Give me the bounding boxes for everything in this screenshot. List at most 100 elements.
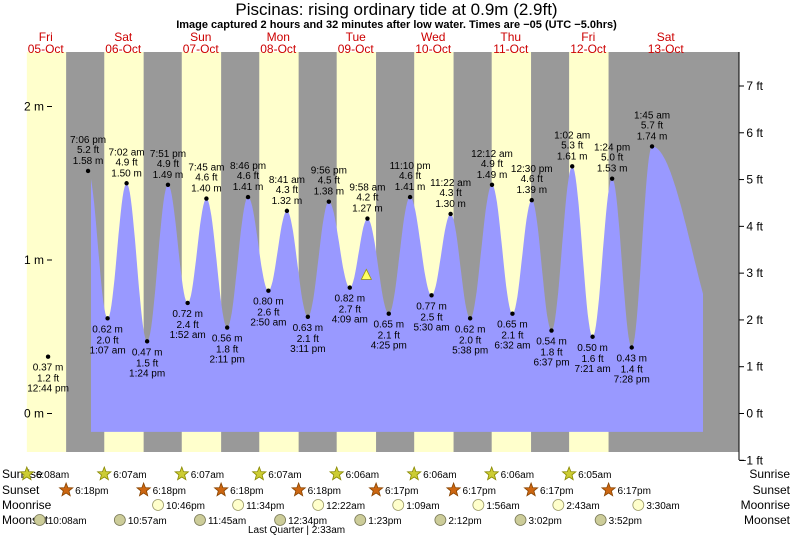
moonrise-time: 1:56am bbox=[486, 501, 519, 512]
sunset-icon bbox=[135, 481, 152, 497]
moonset-icon bbox=[594, 514, 607, 526]
tide-point bbox=[305, 314, 311, 319]
tide-ft-label: 4.6 ft bbox=[237, 171, 259, 182]
tide-point bbox=[245, 194, 251, 200]
moonset-icon bbox=[354, 514, 367, 526]
tide-time-label: 2:50 am bbox=[250, 318, 286, 329]
tide-time-label: 7:02 am bbox=[109, 147, 145, 158]
tide-ft-label: 4.6 ft bbox=[521, 174, 543, 185]
tide-point bbox=[510, 311, 515, 316]
sunset-icon bbox=[290, 481, 307, 497]
tide-ft-label: 4.5 ft bbox=[318, 176, 340, 187]
sunset-icon bbox=[445, 481, 462, 497]
tide-time-label: 12:30 pm bbox=[511, 164, 553, 175]
day-header-date: 06-Oct bbox=[105, 42, 142, 56]
tide-ft-label: 1.4 ft bbox=[621, 364, 643, 375]
tide-point bbox=[165, 182, 171, 187]
moonset-icon bbox=[194, 514, 206, 526]
tide-time-label: 1:02 am bbox=[554, 130, 590, 141]
tide-ft-label: 2.1 ft bbox=[297, 334, 319, 345]
tide-point bbox=[590, 334, 595, 339]
tide-m-label: 1.61 m bbox=[557, 151, 588, 162]
sunrise-icon bbox=[483, 465, 500, 481]
tide-time-label: 12:12 am bbox=[471, 149, 513, 160]
tide-ft-label: 4.9 ft bbox=[115, 157, 137, 168]
tide-ft-label: 5.3 ft bbox=[561, 140, 583, 151]
left-axis-tick-label: 0 m bbox=[24, 407, 44, 421]
tide-m-label: 1.53 m bbox=[597, 164, 628, 175]
day-header-name: Fri bbox=[581, 30, 595, 44]
tide-point bbox=[85, 168, 91, 174]
sunrise-icon bbox=[96, 465, 112, 481]
tide-point bbox=[489, 182, 495, 187]
tide-m-label: 0.54 m bbox=[536, 337, 567, 348]
day-header-name: Sat bbox=[657, 30, 676, 44]
right-axis-tick-label: 7 ft bbox=[746, 79, 763, 93]
sunset-time: 6:17pm bbox=[618, 486, 651, 497]
tide-point bbox=[45, 354, 51, 359]
right-axis-tick-label: 4 ft bbox=[746, 219, 763, 233]
tide-time-label: 7:51 pm bbox=[150, 149, 186, 160]
moonset-time: 3:02pm bbox=[529, 516, 562, 527]
day-header-date: 11-Oct bbox=[493, 42, 529, 56]
sunrise-time: 6:06am bbox=[501, 470, 534, 481]
tide-m-label: 0.37 m bbox=[33, 363, 64, 374]
row-label-sunrise-right: Sunrise bbox=[749, 467, 790, 481]
day-headers: Fri05-OctSat06-OctSun07-OctMon08-OctTue0… bbox=[28, 30, 685, 56]
tide-m-label: 1.49 m bbox=[153, 170, 184, 181]
tide-point bbox=[467, 316, 473, 321]
day-header-date: 09-Oct bbox=[338, 42, 375, 56]
moonrise-time: 2:43am bbox=[566, 501, 599, 512]
tide-curve bbox=[91, 146, 703, 432]
day-header-date: 12-Oct bbox=[570, 42, 607, 56]
moonrise-icon bbox=[232, 499, 245, 511]
tide-time-label: 7:45 am bbox=[188, 163, 224, 174]
tide-m-label: 1.74 m bbox=[637, 131, 668, 142]
sunrise-icon bbox=[251, 465, 267, 481]
tide-point bbox=[185, 300, 190, 306]
tide-m-label: 0.82 m bbox=[334, 294, 365, 305]
tide-point bbox=[204, 196, 209, 201]
sunset-time: 6:18pm bbox=[153, 486, 186, 497]
tide-ft-label: 1.8 ft bbox=[216, 345, 238, 356]
tide-m-label: 1.27 m bbox=[352, 204, 383, 215]
moonset-time: 10:08am bbox=[48, 516, 87, 527]
tide-time-label: 4:09 am bbox=[332, 315, 368, 326]
tide-m-label: 0.62 m bbox=[455, 324, 486, 335]
sunset-time: 6:18pm bbox=[230, 486, 263, 497]
day-header-date: 13-Oct bbox=[648, 42, 685, 56]
moonrise-icon bbox=[152, 499, 164, 511]
current-tide-marker bbox=[360, 268, 373, 280]
tide-ft-label: 4.9 ft bbox=[481, 159, 503, 170]
tide-ft-label: 4.2 ft bbox=[356, 193, 378, 204]
day-header-date: 10-Oct bbox=[415, 42, 452, 56]
tide-point bbox=[386, 311, 391, 316]
right-axis-tick-label: 5 ft bbox=[746, 173, 763, 187]
tide-ft-label: 2.1 ft bbox=[501, 331, 523, 342]
tide-area bbox=[91, 146, 703, 432]
moonset-time: 11:45am bbox=[208, 516, 246, 527]
tide-m-label: 1.49 m bbox=[477, 170, 508, 181]
right-axis-tick-label: 1 ft bbox=[746, 360, 763, 374]
tide-ft-label: 2.1 ft bbox=[378, 331, 400, 342]
tide-point bbox=[429, 293, 434, 298]
sunrise-time: 6:08am bbox=[36, 470, 69, 481]
tide-time-label: 2:11 pm bbox=[209, 355, 244, 366]
sunset-time: 6:17pm bbox=[463, 486, 496, 497]
tide-time-label: 8:46 pm bbox=[230, 161, 266, 172]
tide-m-label: 0.72 m bbox=[172, 309, 203, 320]
tide-m-label: 1.41 m bbox=[233, 182, 264, 193]
row-label-sunset-right: Sunset bbox=[753, 483, 791, 497]
daylight-band bbox=[26, 52, 67, 452]
sunset-time: 6:18pm bbox=[75, 486, 108, 497]
tide-m-label: 0.77 m bbox=[416, 301, 447, 312]
tide-m-label: 1.38 m bbox=[314, 187, 345, 198]
tide-time-label: 9:56 pm bbox=[311, 166, 347, 177]
sunrise-time: 6:07am bbox=[191, 470, 224, 481]
sunrise-time: 6:05am bbox=[578, 470, 611, 481]
day-header-name: Tue bbox=[346, 30, 367, 44]
sunrise-icon bbox=[561, 465, 577, 481]
moonrise-icon bbox=[552, 499, 565, 511]
tide-ft-label: 4.3 ft bbox=[276, 185, 298, 196]
